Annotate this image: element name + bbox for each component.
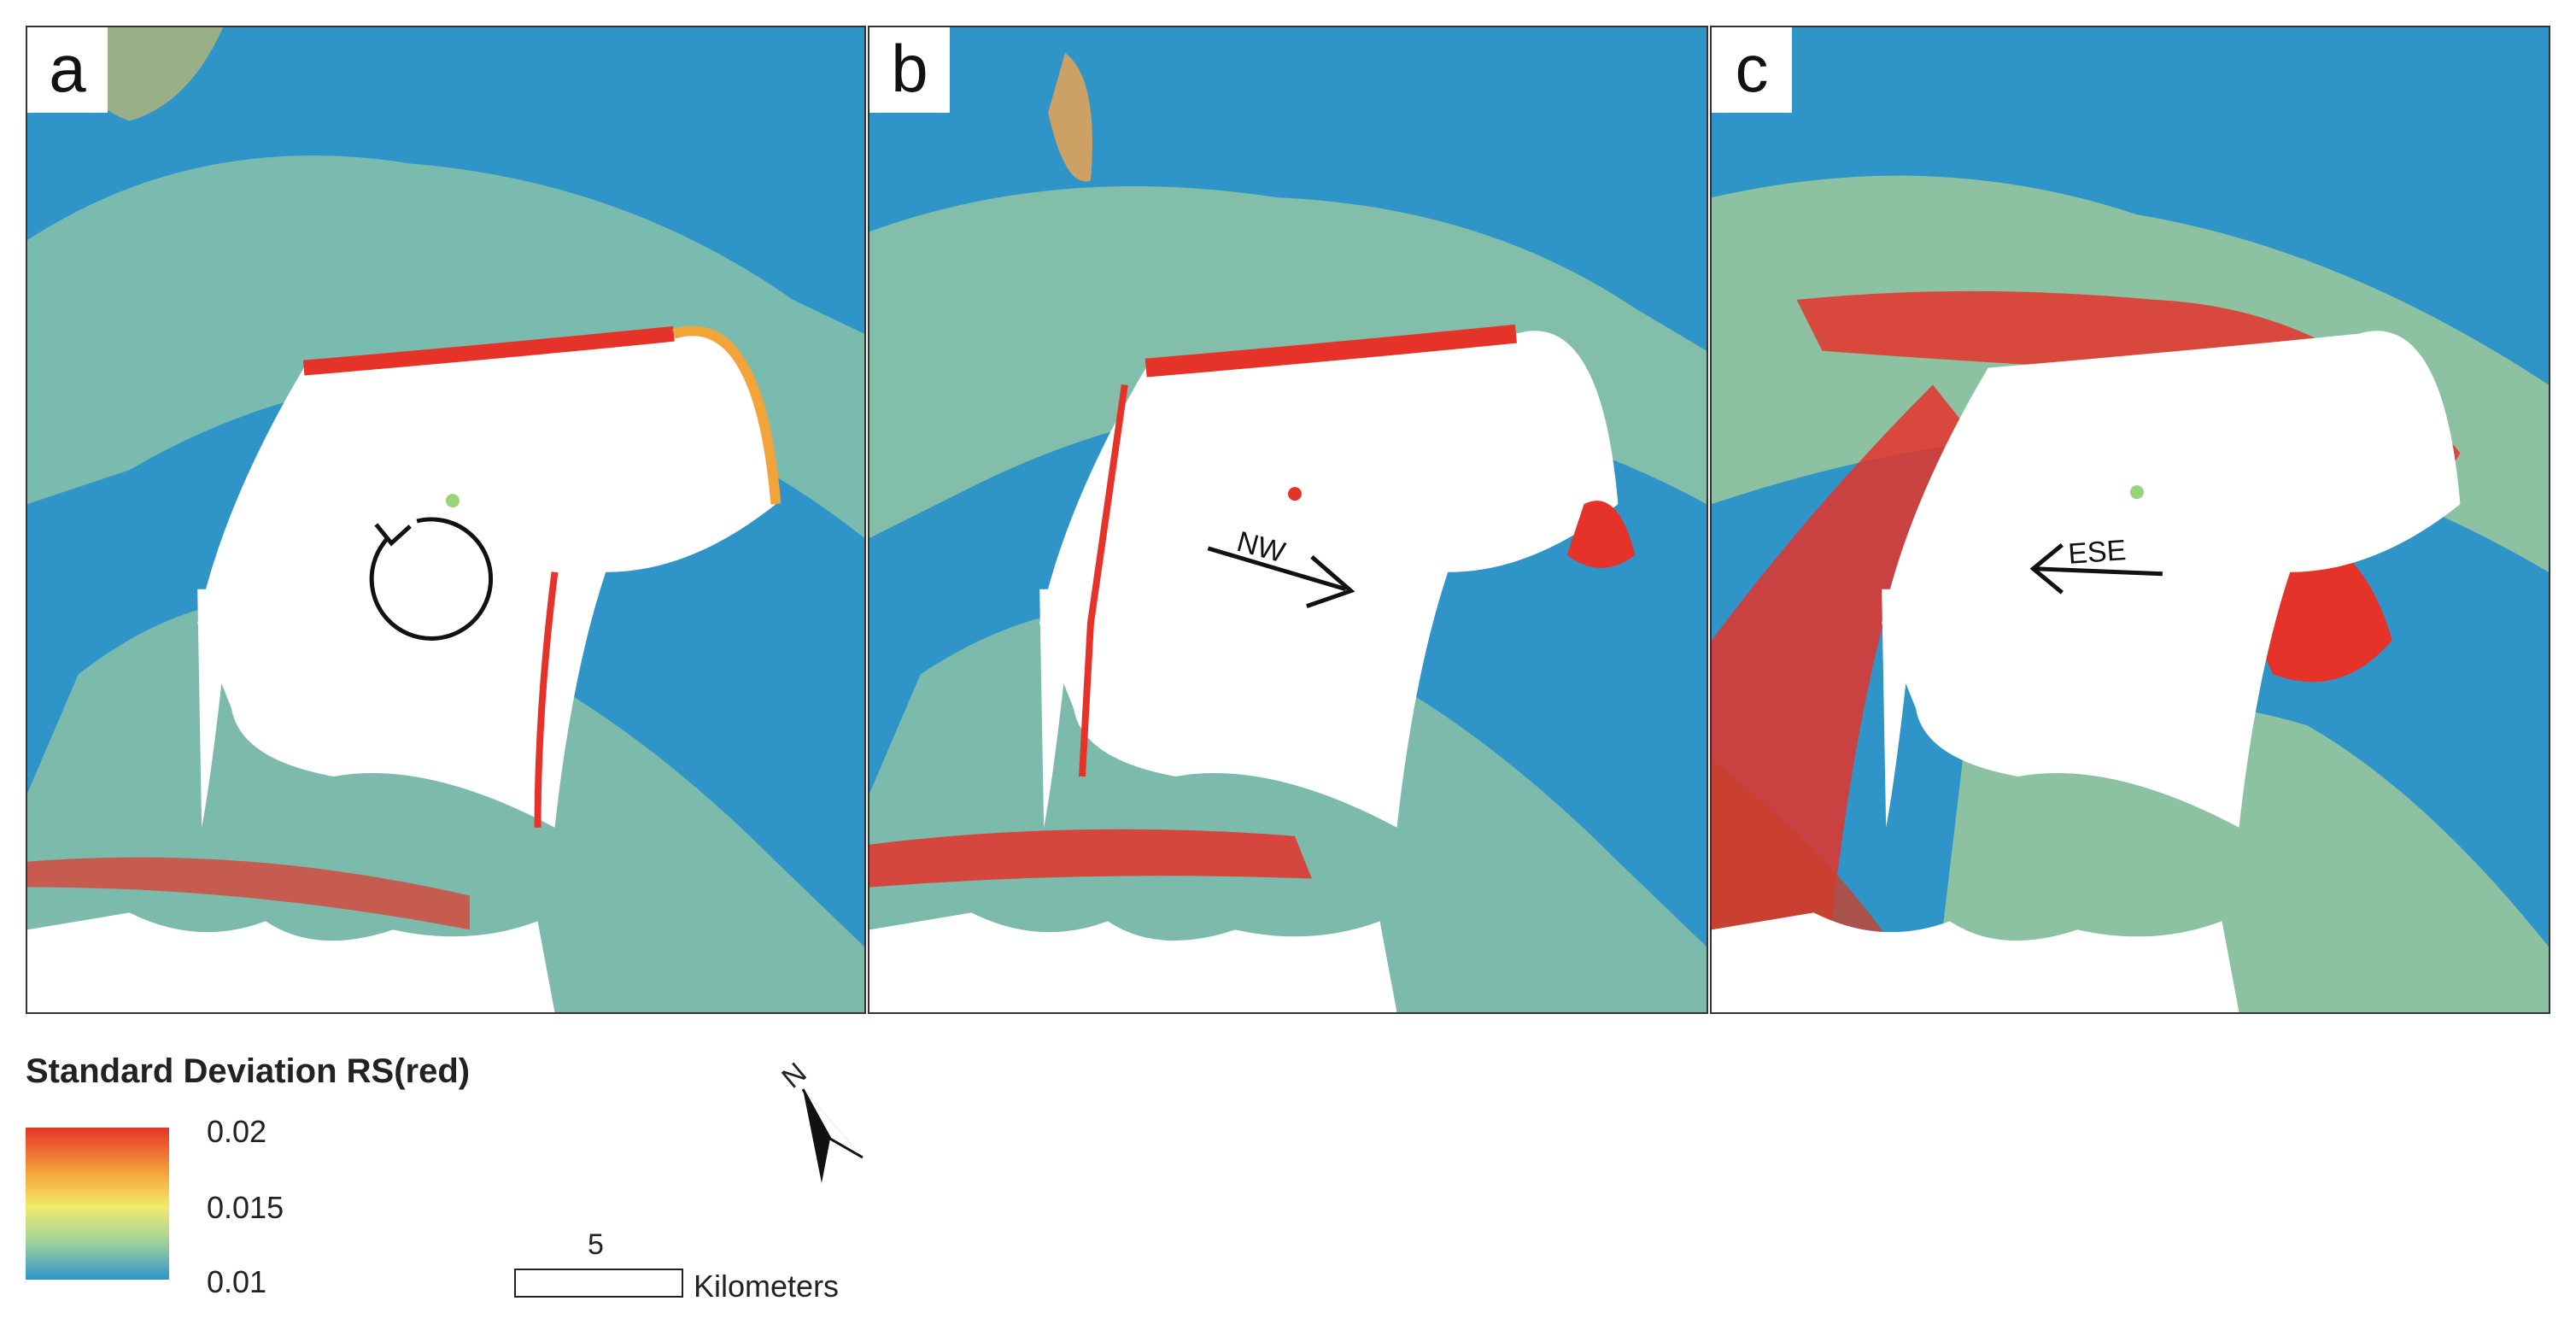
north-arrow-icon	[801, 1088, 864, 1183]
legend-min-value: 0.01	[207, 1264, 267, 1299]
map-panel-b: NW b	[868, 26, 1708, 1014]
scale-bar-value: 5	[588, 1228, 604, 1261]
map-a-graphic	[27, 27, 864, 1012]
panel-label-c: c	[1712, 27, 1792, 113]
map-panel-c: ESE c	[1710, 26, 2550, 1014]
legend-color-ramp	[26, 1128, 169, 1280]
map-b-graphic: NW	[869, 52, 1707, 1012]
legend-max-value: 0.02	[207, 1114, 267, 1149]
panel-label-b: b	[869, 27, 950, 113]
map-c-graphic: ESE	[1712, 175, 2549, 1012]
panel-label-a: a	[27, 27, 108, 113]
scale-bar	[514, 1269, 683, 1298]
direction-label-ese: ESE	[2067, 534, 2127, 571]
legend-title: Standard Deviation RS(red)	[26, 1052, 471, 1090]
legend-mid-value: 0.015	[207, 1190, 284, 1225]
map-panel-a: a	[26, 26, 866, 1014]
scale-bar-unit: Kilometers	[694, 1269, 840, 1304]
